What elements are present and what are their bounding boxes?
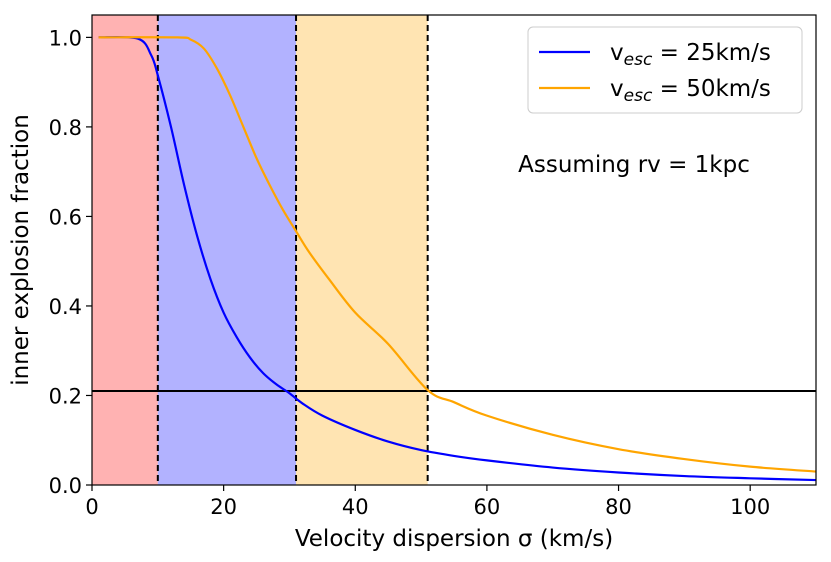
plot-frame [91,14,817,486]
shaded-region-2 [157,15,297,485]
y-tick-label: 0.2 [49,384,82,408]
shaded-region-1 [92,15,158,485]
x-tick-label: 20 [210,495,237,519]
shaded-region-3 [296,15,428,485]
y-tick-label: 0.0 [49,474,82,498]
vertical-lines [156,15,429,485]
legend-box [527,26,803,114]
series-line-1 [98,35,817,482]
series-line-2 [98,36,817,473]
x-axis-label: Velocity dispersion σ (km/s) [295,526,613,552]
legend-label-2: vesc = 50km/s [610,76,771,106]
y-tick-label: 0.6 [49,205,82,229]
y-tick-label: 0.4 [49,295,82,319]
annotation-text: Assuming rv = 1kpc [518,152,750,178]
series-lines [98,35,817,482]
y-tick-label: 1.0 [49,26,82,50]
y-tick-label: 0.8 [49,116,82,140]
y-axis-ticks: 0.0 0.2 0.4 0.6 0.8 1.0 [49,26,92,498]
shaded-regions [92,15,428,485]
legend-label-1: vesc = 25km/s [610,40,771,70]
x-tick-label: 100 [730,495,770,519]
y-axis-label: inner explosion fraction [8,114,34,386]
x-tick-label: 60 [474,495,501,519]
x-tick-label: 0 [85,495,98,519]
x-axis-ticks: 0 20 40 60 80 100 [85,485,770,519]
legend: vesc = 25km/s vesc = 50km/s [527,26,803,114]
x-tick-label: 40 [342,495,369,519]
x-tick-label: 80 [605,495,632,519]
